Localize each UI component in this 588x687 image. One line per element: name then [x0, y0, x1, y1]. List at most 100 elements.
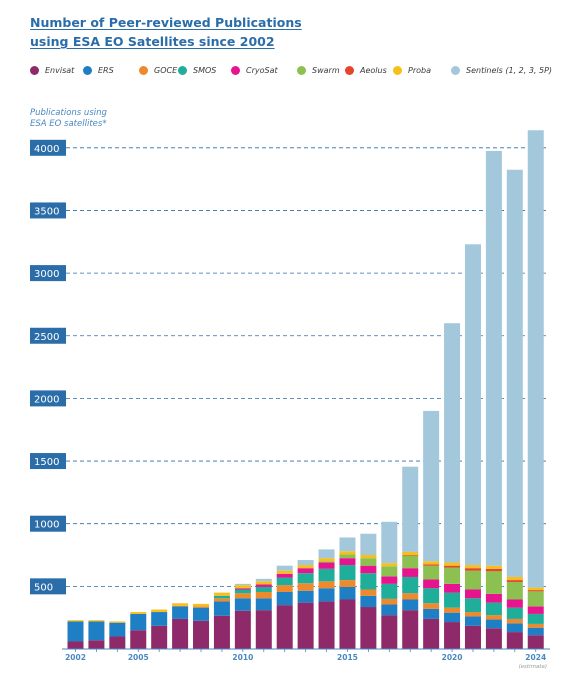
bar-segment: [506, 576, 523, 581]
bar-segment: [339, 599, 356, 649]
bar-segment: [402, 593, 419, 600]
x-tick-label: 2024: [525, 653, 546, 662]
bar-segment: [402, 599, 419, 611]
bar-segment: [444, 612, 461, 623]
bar-segment: [360, 533, 377, 556]
bar-segment: [234, 593, 251, 599]
bar-segment: [172, 606, 189, 619]
bar-segment: [527, 606, 544, 614]
bar-segment: [297, 583, 314, 591]
legend-item: GOCE: [139, 63, 177, 77]
bar-segment: [381, 576, 398, 584]
bar-segment: [193, 606, 210, 608]
bar-segment: [88, 620, 105, 622]
bar-segment: [381, 615, 398, 649]
bar-segment: [402, 466, 419, 552]
bar-segment: [423, 564, 440, 566]
bar-segment: [485, 571, 502, 594]
legend-swatch: [30, 65, 39, 75]
bar-segment: [213, 598, 230, 602]
bar-segment: [485, 615, 502, 620]
bar-segment: [381, 566, 398, 577]
bar-segment: [444, 323, 461, 563]
bar-segment: [255, 598, 272, 611]
bar-segment: [339, 558, 356, 566]
y-tick-label: 3500: [34, 206, 59, 217]
legend-swatch: [451, 65, 460, 75]
y-tick-label: 1500: [34, 457, 59, 468]
x-tick-label: 2020: [442, 653, 463, 662]
bar-segment: [402, 576, 419, 594]
legend-item: SMOS: [178, 63, 216, 77]
y-tick-box: [30, 202, 66, 219]
legend-item: Proba: [393, 63, 431, 77]
bar-segment: [444, 567, 461, 584]
bar-segment: [423, 603, 440, 609]
bar-segment: [423, 588, 440, 604]
legend-label: SMOS: [193, 65, 217, 75]
bar-segment: [339, 586, 356, 600]
bar-segment: [318, 562, 335, 569]
legend-swatch: [139, 65, 148, 75]
bar-segment: [234, 598, 251, 611]
bar-segment: [234, 589, 251, 594]
bar-segment: [527, 590, 544, 592]
bar-segment: [151, 625, 168, 649]
bar-segment: [339, 580, 356, 587]
bar-segment: [234, 583, 251, 586]
bar-segment: [318, 588, 335, 602]
bar-segment: [213, 592, 230, 596]
bar-segment: [88, 621, 105, 641]
bar-segment: [276, 605, 293, 649]
bar-segment: [485, 150, 502, 566]
bar-segment: [423, 579, 440, 589]
bar-segment: [109, 621, 126, 623]
bar-segment: [276, 591, 293, 606]
bar-segment: [464, 565, 481, 569]
legend-label: GOCE: [154, 65, 178, 75]
legend-item: Envisat: [30, 63, 74, 77]
bar-segment: [506, 618, 523, 624]
bar-segment: [172, 605, 189, 607]
bar-segment: [444, 622, 461, 649]
y-tick-label: 2000: [34, 394, 59, 405]
bar-segment: [444, 592, 461, 608]
bar-segment: [339, 537, 356, 552]
legend-label: ERS: [98, 65, 114, 75]
bar-segment: [172, 618, 189, 649]
bar-segment: [485, 568, 502, 572]
y-tick-box: [30, 265, 66, 282]
legend-item: CryoSat: [231, 63, 278, 77]
bar-segment: [67, 620, 84, 622]
bar-segment: [444, 607, 461, 613]
estimate-note: (estimate): [518, 664, 547, 670]
bar-segment: [255, 584, 272, 587]
x-tick-label: 2010: [232, 653, 253, 662]
bar-segment: [527, 627, 544, 636]
bar-segment: [381, 604, 398, 616]
bar-segment: [423, 565, 440, 580]
legend-swatch: [231, 65, 240, 75]
y-axis-caption: Publications using ESA EO satellites*: [30, 108, 107, 130]
bar-segment: [402, 610, 419, 649]
bar-segment: [130, 612, 147, 614]
legend-item: Aeolus: [345, 63, 387, 77]
legend-label: Swarm: [312, 65, 340, 75]
bar-segment: [172, 603, 189, 606]
bar-segment: [193, 603, 210, 607]
bar-segment: [506, 580, 523, 582]
y-tick-box: [30, 453, 66, 470]
bar-segment: [276, 570, 293, 574]
bar-segment: [339, 554, 356, 559]
bar-segment: [339, 565, 356, 581]
legend: Envisat ERS GOCE SMOS CryoSat Swarm Aeolus Prob…: [30, 63, 580, 77]
bar-segment: [109, 622, 126, 637]
bar-segment: [527, 613, 544, 624]
bar-segment: [88, 640, 105, 649]
bar-segment: [506, 632, 523, 649]
bar-segment: [527, 623, 544, 628]
bar-segment: [360, 558, 377, 566]
bar-segment: [360, 607, 377, 649]
bar-segment: [213, 615, 230, 649]
